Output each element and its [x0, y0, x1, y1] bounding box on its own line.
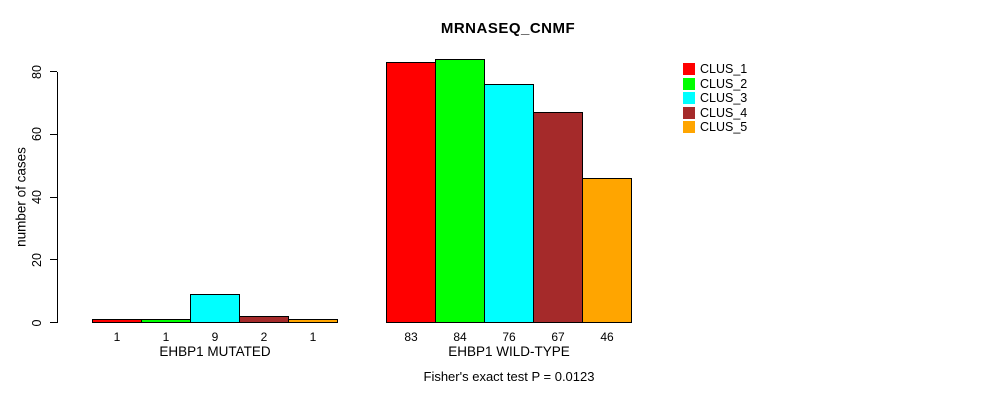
bar-clus_1-wildtype	[386, 62, 436, 324]
caption-text: Fisher's exact test P = 0.0123	[423, 369, 595, 384]
bar-value-label: 9	[211, 330, 219, 344]
y-axis-tick-label: 20	[30, 252, 44, 267]
bar-clus_5-wildtype	[582, 178, 632, 324]
bar-clus_4-wildtype	[533, 112, 583, 324]
y-axis-line	[57, 71, 58, 323]
y-axis-tick	[50, 71, 57, 72]
legend-swatch-clus_2	[683, 77, 695, 90]
bar-value-label: 76	[502, 330, 516, 344]
legend-label: CLUS_5	[700, 120, 748, 134]
bar-value-label: 1	[113, 330, 121, 344]
bar-clus_3-mutated	[190, 294, 240, 324]
y-axis-tick-label: 80	[30, 64, 44, 79]
bar-value-label: 84	[453, 330, 467, 344]
bar-value-label: 1	[309, 330, 317, 344]
bar-clus_5-mutated	[288, 319, 338, 324]
bar-value-label: 2	[260, 330, 268, 344]
legend-swatch-clus_3	[683, 92, 695, 104]
bar-clus_2-wildtype	[435, 58, 485, 324]
bar-clus_3-wildtype	[484, 84, 534, 324]
category-label: EHBP1 WILD-TYPE	[448, 344, 570, 359]
bar-value-label: 46	[600, 330, 614, 344]
bar-value-label: 1	[162, 330, 170, 344]
bar-clus_4-mutated	[239, 316, 289, 324]
category-label: EHBP1 MUTATED	[159, 344, 271, 359]
y-axis-tick	[50, 259, 57, 261]
y-axis-tick	[50, 196, 57, 198]
y-axis-tick	[50, 322, 57, 323]
bar-clus_2-mutated	[141, 319, 191, 324]
y-axis-tick	[50, 133, 57, 135]
y-axis-tick-label: 40	[30, 190, 44, 204]
y-axis-label: number of cases	[13, 147, 29, 247]
bar-value-label: 83	[404, 330, 418, 344]
legend-swatch-clus_5	[683, 121, 695, 133]
y-axis-tick-label: 0	[30, 319, 44, 326]
bar-clus_1-mutated	[92, 319, 142, 324]
legend-swatch-clus_1	[683, 63, 695, 75]
legend-label: CLUS_2	[700, 76, 748, 91]
legend-label: CLUS_3	[700, 91, 748, 105]
legend-label: CLUS_1	[700, 62, 748, 76]
bar-value-label: 67	[551, 330, 565, 344]
chart-title: MRNASEQ_CNMF	[440, 20, 576, 37]
legend-label: CLUS_4	[700, 105, 748, 120]
legend-swatch-clus_4	[683, 106, 695, 119]
y-axis-tick-label: 60	[30, 127, 44, 142]
